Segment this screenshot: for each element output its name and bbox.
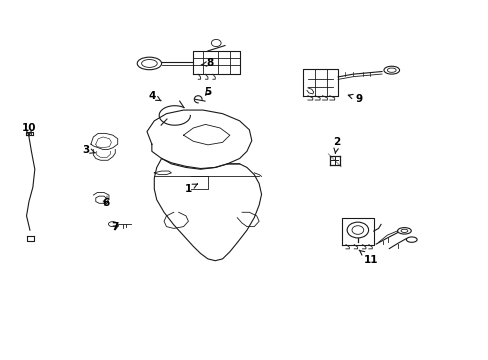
Text: 7: 7 xyxy=(111,222,119,232)
Text: 10: 10 xyxy=(21,123,36,136)
Text: 6: 6 xyxy=(102,198,109,208)
Text: 1: 1 xyxy=(184,184,197,194)
Text: 8: 8 xyxy=(201,58,214,68)
Text: 3: 3 xyxy=(82,144,95,154)
Text: 4: 4 xyxy=(148,91,161,101)
Text: 11: 11 xyxy=(358,250,378,265)
Text: 9: 9 xyxy=(347,94,362,104)
Text: 5: 5 xyxy=(204,87,211,97)
Text: 2: 2 xyxy=(333,138,340,153)
